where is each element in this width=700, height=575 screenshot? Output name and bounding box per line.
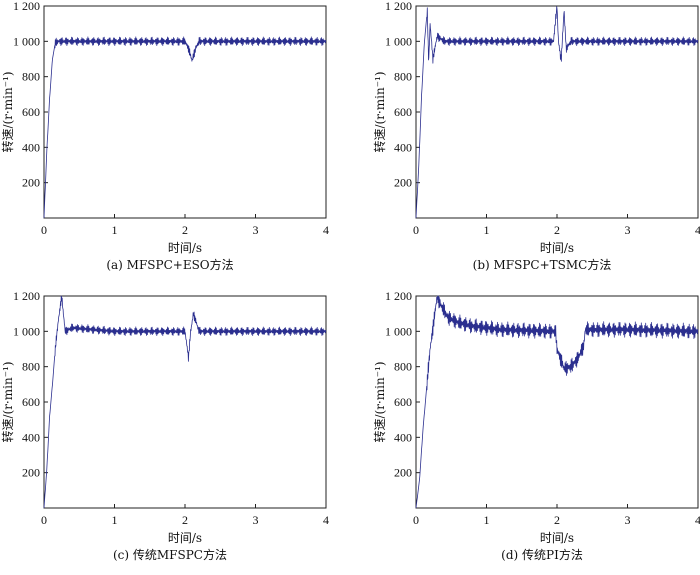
- y-axis-label: 转速/(r·min⁻¹): [0, 361, 15, 442]
- x-tick-label: 1: [112, 513, 118, 527]
- caption-d: (d) 传统PI方法: [501, 548, 583, 562]
- chart-panel-c: 0 1 2 3 4 200 400 600 800 1 000 1 200 时间/s 转速/(r·min…: [0, 289, 340, 575]
- y-tick-label: 1 200: [13, 289, 40, 303]
- x-axis-label: 时间/s: [168, 531, 202, 545]
- y-tick-label: 1 200: [385, 0, 412, 13]
- y-tick-label: 1 000: [385, 34, 412, 48]
- x-tick-label: 1: [484, 223, 490, 237]
- y-tick-label: 1 200: [385, 289, 412, 303]
- x-tick-label: 1: [112, 223, 118, 237]
- chart-panel-b: 0 1 2 3 4 200 400 600 800 1 000 1 200 时间/s 转速/(r·min…: [372, 0, 700, 285]
- y-tick-label: 600: [22, 105, 40, 119]
- x-axis-label: 时间/s: [168, 241, 202, 255]
- x-tick-label: 0: [41, 223, 47, 237]
- y-tick-label: 600: [394, 395, 412, 409]
- y-tick-label: 200: [22, 176, 40, 190]
- y-tick-label: 200: [22, 466, 40, 480]
- x-tick-label: 3: [625, 513, 631, 527]
- y-tick-label: 400: [22, 140, 40, 154]
- caption-b: (b) MFSPC+TSMC方法: [472, 258, 612, 272]
- y-tick-label: 600: [394, 105, 412, 119]
- x-tick-label: 3: [253, 223, 259, 237]
- y-tick-label: 600: [22, 395, 40, 409]
- chart-plot-d: 0 1 2 3 4 200 400 600 800 1 000 1 200 时间/s 转速/(r·min…: [372, 289, 700, 545]
- chart-panel-d: 0 1 2 3 4 200 400 600 800 1 000 1 200 时间/s 转速/(r·min…: [372, 289, 700, 575]
- y-tick-label: 800: [22, 360, 40, 374]
- x-axis-label: 时间/s: [540, 241, 574, 255]
- y-tick-label: 1 000: [13, 34, 40, 48]
- y-axis-label: 转速/(r·min⁻¹): [372, 361, 387, 442]
- x-tick-label: 2: [554, 513, 560, 527]
- y-axis-label: 转速/(r·min⁻¹): [0, 71, 15, 152]
- y-tick-label: 1 000: [385, 324, 412, 338]
- x-tick-label: 3: [625, 223, 631, 237]
- y-tick-label: 200: [394, 466, 412, 480]
- x-tick-label: 1: [484, 513, 490, 527]
- y-tick-label: 800: [394, 70, 412, 84]
- y-tick-label: 200: [394, 176, 412, 190]
- plot-frame: [43, 5, 327, 219]
- x-tick-label: 4: [323, 513, 329, 527]
- y-tick-label: 800: [394, 360, 412, 374]
- x-tick-label: 4: [323, 223, 329, 237]
- y-tick-label: 400: [22, 430, 40, 444]
- chart-plot-a: 0 1 2 3 4 200 400 600 800 1 000 1 200 时间/s 转速/(r·min…: [0, 0, 329, 255]
- speed-series-line: [415, 6, 699, 219]
- y-tick-label: 400: [394, 430, 412, 444]
- speed-series-line: [415, 295, 699, 509]
- x-tick-label: 3: [253, 513, 259, 527]
- y-tick-label: 400: [394, 140, 412, 154]
- x-axis-label: 时间/s: [540, 531, 574, 545]
- x-tick-label: 4: [695, 513, 700, 527]
- x-tick-label: 0: [413, 223, 419, 237]
- speed-series-line: [43, 295, 327, 509]
- y-tick-label: 800: [22, 70, 40, 84]
- chart-panel-a: 0 1 2 3 4 200 400 600 800 1 000 1 200 时间/s 转速/(r·min…: [0, 0, 340, 285]
- x-tick-label: 0: [413, 513, 419, 527]
- y-tick-label: 1 000: [13, 324, 40, 338]
- x-tick-label: 2: [182, 513, 188, 527]
- y-axis-label: 转速/(r·min⁻¹): [372, 71, 387, 152]
- speed-series-line: [43, 36, 327, 219]
- chart-plot-c: 0 1 2 3 4 200 400 600 800 1 000 1 200 时间/s 转速/(r·min…: [0, 289, 329, 545]
- caption-c: (c) 传统MFSPC方法: [113, 548, 227, 562]
- plot-frame: [415, 5, 699, 219]
- x-tick-label: 4: [695, 223, 700, 237]
- y-tick-label: 1 200: [13, 0, 40, 13]
- x-tick-label: 0: [41, 513, 47, 527]
- caption-a: (a) MFSPC+ESO方法: [106, 258, 234, 272]
- chart-plot-b: 0 1 2 3 4 200 400 600 800 1 000 1 200 时间/s 转速/(r·min…: [372, 0, 700, 255]
- x-tick-label: 2: [554, 223, 560, 237]
- x-tick-label: 2: [182, 223, 188, 237]
